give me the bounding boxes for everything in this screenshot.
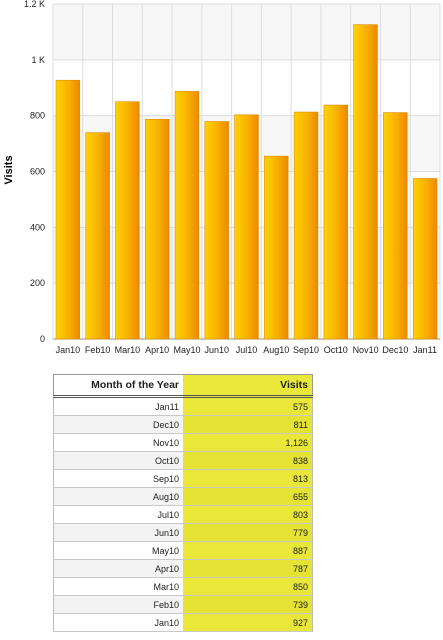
bar-jun10[interactable] xyxy=(204,121,229,340)
y-tick-label: 600 xyxy=(30,167,45,177)
visits-cell: 787 xyxy=(183,559,313,578)
y-tick-label: 1 K xyxy=(31,55,45,65)
table-row: Mar10 850 xyxy=(53,577,313,596)
table-header-row: Month of the Year Visits xyxy=(53,374,313,398)
visits-cell: 803 xyxy=(183,505,313,524)
table-row: Jun10 779 xyxy=(53,523,313,542)
month-cell: Apr10 xyxy=(53,559,183,578)
table-row: May10 887 xyxy=(53,541,313,560)
x-tick-label: Aug10 xyxy=(263,345,289,355)
y-tick-labels: 0 200 400 600 800 1 K 1.2 K xyxy=(24,0,45,344)
x-tick-label: Jul10 xyxy=(236,345,258,355)
month-cell: Dec10 xyxy=(53,415,183,434)
bar-oct10[interactable] xyxy=(323,104,348,340)
x-tick-label: Sep10 xyxy=(293,345,319,355)
month-cell: Mar10 xyxy=(53,577,183,596)
y-tick-label: 0 xyxy=(40,334,45,344)
table-body: Jan11 575 Dec10 811 Nov10 1,126 Oct10 838 Sep10 8… xyxy=(53,396,313,632)
bar-dec10[interactable] xyxy=(383,112,408,340)
month-cell: Nov10 xyxy=(53,433,183,452)
month-cell: Sep10 xyxy=(53,469,183,488)
table-row: Jul10 803 xyxy=(53,505,313,524)
y-tick-label: 200 xyxy=(30,278,45,288)
table-row: Dec10 811 xyxy=(53,415,313,434)
bar-jan11[interactable] xyxy=(412,178,438,340)
bar-jan10[interactable] xyxy=(55,79,81,340)
y-tick-label: 400 xyxy=(30,222,45,232)
table-row: Aug10 655 xyxy=(53,487,313,506)
visits-cell: 811 xyxy=(183,415,313,434)
visits-cell: 927 xyxy=(183,613,313,632)
visits-bar-chart: 0 200 400 600 800 1 K 1.2 K Jan10 Feb10 Mar10 Apr… xyxy=(3,0,441,355)
x-tick-label: Jan11 xyxy=(413,345,437,355)
month-cell: Feb10 xyxy=(53,595,183,614)
y-axis-title: Visits xyxy=(3,155,15,184)
visits-cell: 850 xyxy=(183,577,313,596)
bar-may10[interactable] xyxy=(174,91,200,340)
bar-mar10[interactable] xyxy=(115,101,140,340)
x-tick-label: Apr10 xyxy=(145,345,169,355)
table-row: Jan10 927 xyxy=(53,613,313,632)
bar-feb10[interactable] xyxy=(85,132,110,340)
month-cell: Oct10 xyxy=(53,451,183,470)
visits-cell: 838 xyxy=(183,451,313,470)
table-row: Jan11 575 xyxy=(53,396,313,416)
column-header-visits[interactable]: Visits xyxy=(183,374,313,398)
grid-band xyxy=(53,4,440,60)
bar-aug10[interactable] xyxy=(264,155,289,340)
x-tick-label: Dec10 xyxy=(382,345,408,355)
month-cell: Jul10 xyxy=(53,505,183,524)
month-cell: Jun10 xyxy=(53,523,183,542)
bar-nov10[interactable] xyxy=(353,24,378,340)
x-tick-labels: Jan10 Feb10 Mar10 Apr10 May10 Jun10 Jul10 Aug10… xyxy=(56,345,437,355)
month-cell: Jan10 xyxy=(53,613,183,632)
bar-apr10[interactable] xyxy=(145,118,170,340)
x-tick-label: Mar10 xyxy=(115,345,141,355)
x-tick-label: Feb10 xyxy=(85,345,111,355)
visits-cell: 887 xyxy=(183,541,313,560)
visits-cell: 575 xyxy=(183,396,313,416)
x-tick-label: May10 xyxy=(173,345,200,355)
bar-jul10[interactable] xyxy=(234,114,259,340)
table-row: Sep10 813 xyxy=(53,469,313,488)
y-tick-label: 800 xyxy=(30,111,45,121)
table-row: Nov10 1,126 xyxy=(53,433,313,452)
table-row: Apr10 787 xyxy=(53,559,313,578)
column-header-month[interactable]: Month of the Year xyxy=(53,374,183,398)
x-tick-label: Nov10 xyxy=(353,345,379,355)
month-cell: Jan11 xyxy=(53,396,183,416)
x-tick-label: Jun10 xyxy=(204,345,229,355)
visits-cell: 739 xyxy=(183,595,313,614)
visits-cell: 655 xyxy=(183,487,313,506)
data-table: Month of the Year Visits Jan11 575 Dec10 81… xyxy=(53,374,313,632)
visits-cell: 813 xyxy=(183,469,313,488)
table-row: Feb10 739 xyxy=(53,595,313,614)
visits-cell: 779 xyxy=(183,523,313,542)
x-tick-label: Oct10 xyxy=(324,345,348,355)
grid-band xyxy=(53,59,440,116)
y-tick-label: 1.2 K xyxy=(24,0,45,9)
x-tick-label: Jan10 xyxy=(56,345,81,355)
bar-sep10[interactable] xyxy=(293,111,319,340)
bars xyxy=(55,24,438,340)
visits-cell: 1,126 xyxy=(183,433,313,452)
table-row: Oct10 838 xyxy=(53,451,313,470)
month-cell: May10 xyxy=(53,541,183,560)
month-cell: Aug10 xyxy=(53,487,183,506)
